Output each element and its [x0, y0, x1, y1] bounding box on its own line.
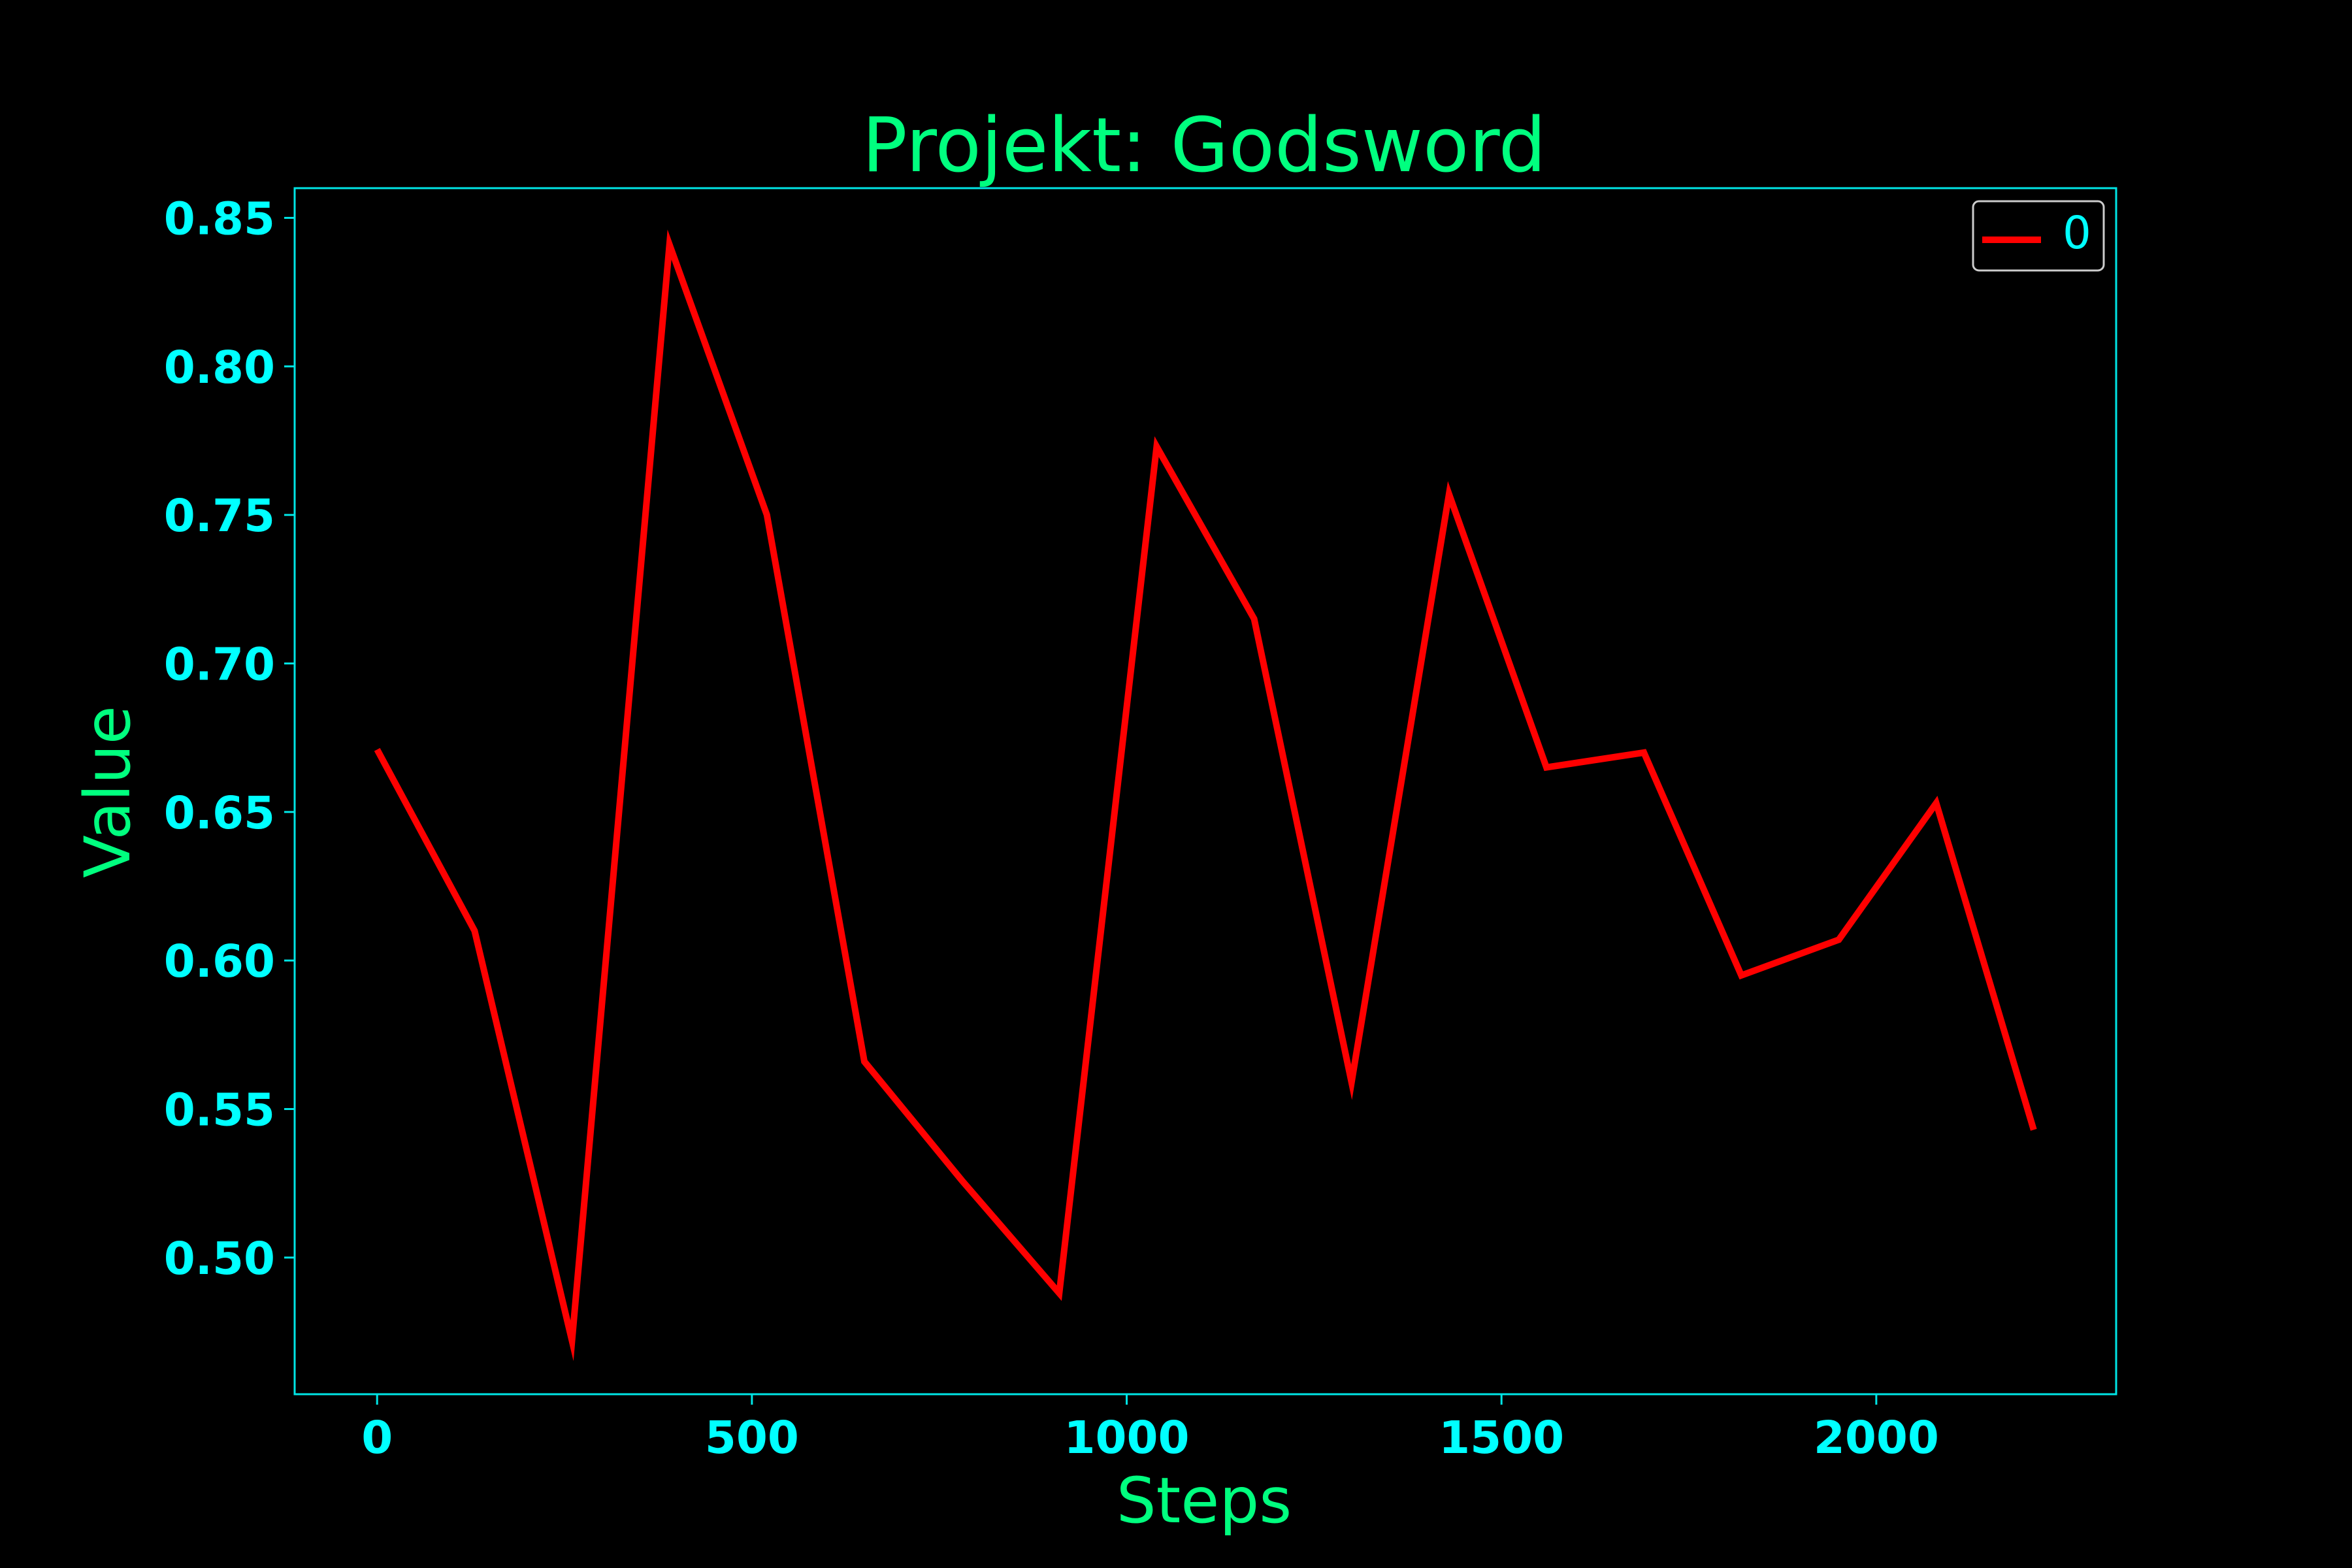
x-axis-title: Steps [1117, 1464, 1292, 1537]
y-tick-label: 0.60 [164, 936, 275, 988]
x-tick-label: 1000 [1064, 1412, 1190, 1464]
y-axis-ticks: 0.50 0.55 0.60 0.65 0.70 0.75 0.80 0.85 [164, 193, 295, 1285]
plot-frame [293, 187, 2117, 1396]
y-tick-label: 0.85 [164, 193, 275, 245]
x-axis-ticks: 0 500 1000 1500 2000 [361, 1394, 1939, 1464]
x-tick-label: 1500 [1439, 1412, 1564, 1464]
y-tick-label: 0.65 [164, 787, 275, 840]
y-axis-title: Value [71, 706, 144, 878]
x-tick-label: 500 [705, 1412, 799, 1464]
y-tick-label: 0.80 [164, 342, 275, 394]
y-tick-label: 0.50 [164, 1233, 275, 1285]
legend-box [1972, 200, 2105, 272]
y-tick-label: 0.55 [164, 1085, 275, 1137]
legend: 0 [1972, 200, 2105, 272]
series-layer [374, 229, 2037, 1362]
series-line-0 [374, 229, 2037, 1362]
chart-title: Projekt: Godsword [862, 102, 1546, 189]
y-tick-label: 0.75 [164, 490, 275, 542]
x-tick-label: 2000 [1814, 1412, 1939, 1464]
legend-label-series-0: 0 [2063, 207, 2091, 259]
y-tick-label: 0.70 [164, 638, 275, 691]
x-tick-label: 0 [361, 1412, 393, 1464]
